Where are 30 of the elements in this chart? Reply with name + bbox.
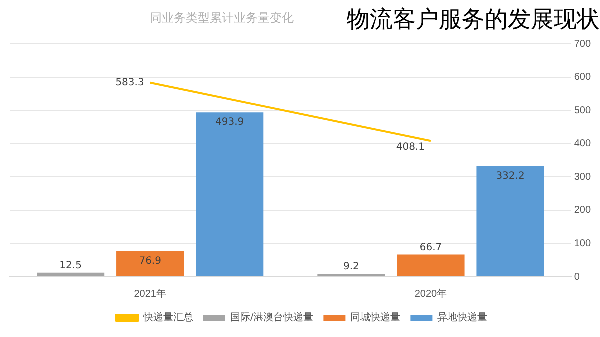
data-label: 66.7 <box>420 242 442 254</box>
bar <box>397 254 465 276</box>
y-tick-label: 700 <box>574 38 592 50</box>
x-tick-label: 2021年 <box>134 288 166 300</box>
y-tick-label: 600 <box>574 72 592 84</box>
y-tick-label: 100 <box>574 238 592 250</box>
data-label: 76.9 <box>139 256 162 267</box>
data-label: 332.2 <box>496 171 525 182</box>
bar <box>196 112 264 276</box>
data-label: 583.3 <box>116 77 144 88</box>
data-label: 9.2 <box>344 262 360 273</box>
y-tick-label: 200 <box>574 205 592 216</box>
y-tick-label: 500 <box>574 105 592 116</box>
bar <box>318 274 386 276</box>
bar <box>476 166 544 276</box>
data-label: 408.1 <box>396 142 425 153</box>
chart-subtitle: 同业务类型累计业务量变化 <box>150 10 294 27</box>
legend-label: 同城快递量 <box>350 312 401 324</box>
data-label: 493.9 <box>216 117 244 128</box>
x-tick-label: 2020年 <box>414 288 448 300</box>
legend-label: 异地快递量 <box>438 312 488 324</box>
y-tick-label: 0 <box>574 272 580 283</box>
legend-label: 国际/港澳台快递量 <box>230 312 314 324</box>
chart-title: 物流客户服务的发展现状 <box>347 4 600 35</box>
bar <box>116 251 184 276</box>
legend-label: 快递量汇总 <box>142 312 194 324</box>
data-label: 12.5 <box>60 260 82 272</box>
y-tick-label: 300 <box>574 172 592 183</box>
y-tick-label: 400 <box>574 138 592 150</box>
bar <box>37 272 105 276</box>
